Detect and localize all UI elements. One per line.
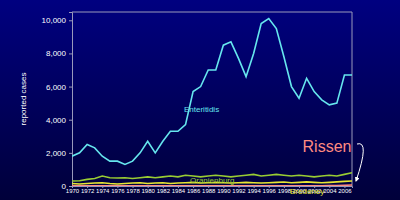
x-tick-label: 1980 bbox=[141, 188, 155, 194]
x-tick-label: 1994 bbox=[247, 188, 261, 194]
x-tick: 1976 bbox=[111, 186, 125, 194]
y-tick-mark bbox=[69, 20, 72, 21]
x-tick: 1996 bbox=[263, 186, 277, 194]
x-tick-label: 1986 bbox=[187, 188, 201, 194]
x-tick-label: 1990 bbox=[217, 188, 231, 194]
x-tick: 1982 bbox=[157, 186, 171, 194]
y-tick-mark bbox=[69, 153, 72, 154]
x-tick-label: 2006 bbox=[338, 188, 352, 194]
y-tick-label: 4,000 bbox=[46, 116, 67, 125]
x-tick-label: 1972 bbox=[81, 188, 95, 194]
x-tick-label: 2004 bbox=[323, 188, 337, 194]
x-tick-label: 1978 bbox=[126, 188, 140, 194]
x-tick: 1990 bbox=[217, 186, 231, 194]
x-tick-label: 1992 bbox=[232, 188, 246, 194]
y-axis: 02,0004,0006,0008,00010,000 bbox=[42, 13, 73, 192]
x-tick: 1978 bbox=[126, 186, 140, 194]
x-tick: 1994 bbox=[247, 186, 261, 194]
x-tick: 1972 bbox=[81, 186, 95, 194]
y-tick: 2,000 bbox=[46, 149, 72, 158]
y-tick-label: 6,000 bbox=[46, 83, 67, 92]
x-tick: 1992 bbox=[232, 186, 246, 194]
x-tick-label: 1984 bbox=[172, 188, 186, 194]
y-tick-mark bbox=[69, 186, 72, 187]
x-tick-label: 1974 bbox=[96, 188, 110, 194]
x-tick-label: 1982 bbox=[157, 188, 171, 194]
lines bbox=[72, 19, 352, 186]
x-tick-label: 1970 bbox=[66, 188, 80, 194]
x-tick: 2004 bbox=[323, 186, 337, 194]
series-label: Rissen bbox=[303, 138, 352, 155]
series-line bbox=[72, 19, 352, 165]
y-axis-title: reported cases bbox=[19, 73, 28, 126]
chart: 02,0004,0006,0008,00010,0001970197219741… bbox=[0, 0, 400, 200]
x-tick: 1986 bbox=[187, 186, 201, 194]
x-tick: 1988 bbox=[202, 186, 216, 194]
y-tick-label: 8,000 bbox=[46, 49, 67, 58]
plot-frame bbox=[72, 12, 352, 13]
y-tick: 10,000 bbox=[42, 16, 72, 25]
y-axis-line bbox=[69, 13, 73, 187]
y-tick: 8,000 bbox=[46, 49, 72, 58]
series-label: Bredeney bbox=[290, 187, 324, 196]
y-tick-mark bbox=[69, 87, 72, 88]
x-tick: 2006 bbox=[338, 186, 352, 194]
x-tick: 1974 bbox=[96, 186, 110, 194]
x-tick-label: 1996 bbox=[263, 188, 277, 194]
x-tick-label: 1988 bbox=[202, 188, 216, 194]
series-label: Enteritidis bbox=[184, 105, 219, 114]
plot-frame bbox=[352, 12, 353, 186]
x-tick: 1970 bbox=[66, 186, 80, 194]
x-tick-label: 1976 bbox=[111, 188, 125, 194]
y-tick: 6,000 bbox=[46, 83, 72, 92]
y-tick: 4,000 bbox=[46, 116, 72, 125]
annotation-arrow bbox=[356, 144, 363, 181]
background bbox=[0, 0, 400, 200]
y-tick-mark bbox=[69, 120, 72, 121]
y-tick-label: 10,000 bbox=[42, 16, 67, 25]
x-tick: 1984 bbox=[172, 186, 186, 194]
x-tick: 1980 bbox=[141, 186, 155, 194]
series-label: Oranienburg bbox=[190, 176, 234, 185]
y-tick-label: 2,000 bbox=[46, 149, 67, 158]
y-tick-mark bbox=[69, 53, 72, 54]
plot: 02,0004,0006,0008,00010,0001970197219741… bbox=[42, 12, 364, 196]
